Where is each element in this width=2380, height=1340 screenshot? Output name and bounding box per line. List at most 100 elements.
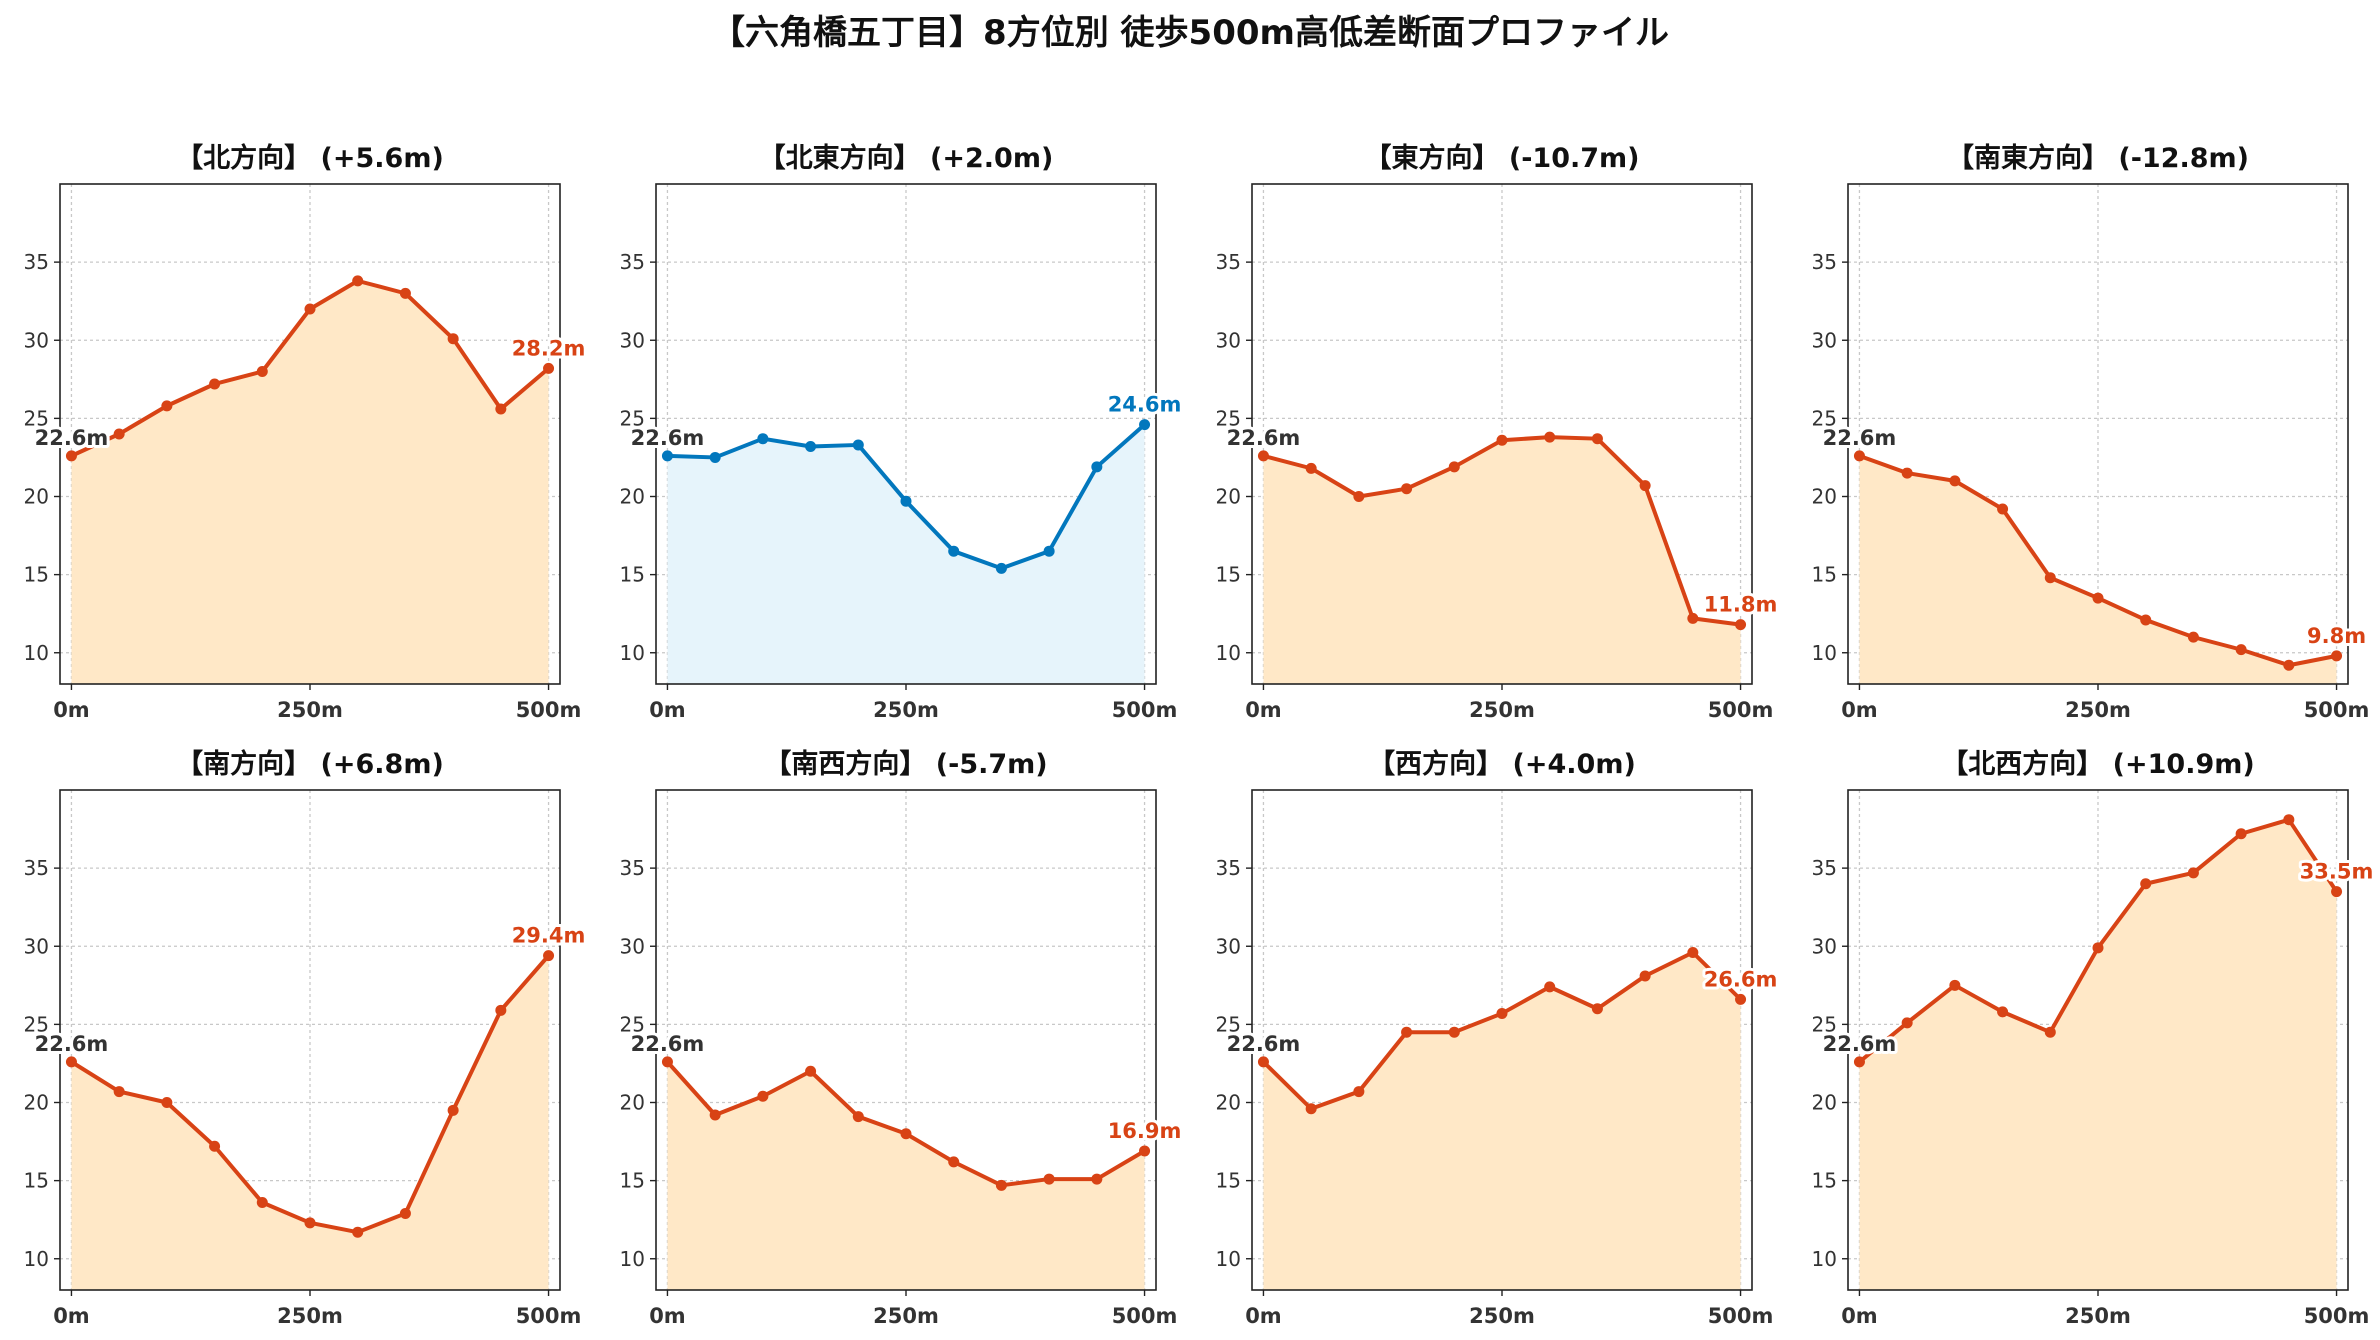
x-tick-label: 250m: [1469, 1304, 1535, 1328]
y-tick-label: 30: [24, 328, 49, 352]
y-tick-label: 25: [24, 1012, 49, 1036]
data-point: [1353, 1086, 1365, 1098]
x-tick-label: 500m: [1708, 1304, 1774, 1328]
data-point: [805, 441, 817, 452]
data-point: [1544, 431, 1556, 443]
y-tick-label: 30: [24, 934, 49, 958]
data-point: [1043, 545, 1055, 557]
data-point: [352, 275, 364, 287]
data-point: [1901, 467, 1913, 479]
y-tick-label: 30: [620, 328, 645, 352]
data-point: [1043, 1173, 1055, 1185]
x-tick-label: 0m: [53, 1304, 90, 1328]
data-point: [2044, 572, 2056, 584]
y-tick-label: 15: [1216, 1169, 1241, 1193]
data-point: [1853, 450, 1865, 462]
chart-panel: 【南方向】 (+6.8m) 10 15 20 25 30 35 0m 250m 500m 22.6m…: [24, 748, 589, 1328]
data-point: [1687, 947, 1699, 958]
end-elevation-label: 29.4m: [512, 924, 586, 948]
x-tick-label: 250m: [2065, 1304, 2131, 1328]
y-tick-label: 35: [1216, 250, 1241, 274]
x-tick-label: 250m: [2065, 698, 2131, 722]
data-point: [2187, 867, 2199, 879]
end-elevation-label: 11.8m: [1704, 593, 1778, 617]
data-point: [1448, 461, 1460, 473]
y-tick-label: 35: [620, 856, 645, 880]
chart-panel: 【北方向】 (+5.6m) 10 15 20 25 30 35 0m 250m 500m 22.6m…: [24, 142, 589, 722]
start-elevation-label: 22.6m: [1823, 426, 1897, 450]
y-tick-label: 10: [1216, 1247, 1241, 1271]
data-point: [2283, 814, 2295, 826]
data-point: [113, 428, 125, 440]
x-tick-label: 500m: [2304, 1304, 2370, 1328]
data-point: [543, 362, 555, 374]
data-point: [709, 451, 721, 463]
y-tick-label: 20: [24, 1091, 49, 1115]
chart-panel: 【北東方向】 (+2.0m) 10 15 20 25 30 35 0m 250m 500m 22.6…: [620, 142, 1185, 722]
x-tick-label: 500m: [516, 1304, 582, 1328]
data-point: [1305, 1103, 1317, 1115]
data-point: [900, 495, 912, 507]
y-tick-label: 25: [1216, 406, 1241, 430]
y-tick-label: 35: [24, 250, 49, 274]
y-tick-label: 35: [1812, 856, 1837, 880]
x-tick-label: 250m: [1469, 698, 1535, 722]
x-tick-label: 500m: [1112, 1304, 1178, 1328]
data-point: [2092, 592, 2104, 604]
profile-area: [71, 280, 549, 684]
panel-title: 【東方向】 (-10.7m): [1364, 142, 1639, 174]
data-point: [2140, 878, 2152, 890]
y-tick-label: 10: [24, 641, 49, 665]
start-elevation-label: 22.6m: [631, 1032, 705, 1056]
data-point: [2187, 631, 2199, 643]
x-tick-label: 250m: [873, 698, 939, 722]
chart-panel: 【南西方向】 (-5.7m) 10 15 20 25 30 35 0m 250m 500m 22.6…: [620, 748, 1185, 1328]
start-elevation-label: 22.6m: [35, 1032, 109, 1056]
x-tick-label: 250m: [873, 1304, 939, 1328]
data-point: [1496, 434, 1508, 446]
end-elevation-label: 9.8m: [2307, 624, 2366, 648]
data-point: [2044, 1026, 2056, 1038]
data-point: [1257, 1056, 1269, 1068]
data-point: [1639, 480, 1651, 492]
data-point: [757, 433, 769, 445]
data-point: [995, 562, 1007, 574]
end-elevation-label: 26.6m: [1704, 967, 1778, 991]
data-point: [1735, 993, 1747, 1005]
data-point: [2140, 614, 2152, 626]
chart-panel: 【南東方向】 (-12.8m) 10 15 20 25 30 35 0m 250m 500m 22.…: [1812, 142, 2370, 722]
data-point: [161, 1097, 173, 1108]
x-tick-label: 500m: [2304, 698, 2370, 722]
data-point: [1139, 419, 1151, 431]
y-tick-label: 10: [1216, 641, 1241, 665]
data-point: [256, 366, 268, 377]
data-point: [995, 1179, 1007, 1191]
data-point: [1901, 1017, 1913, 1029]
y-tick-label: 30: [1216, 934, 1241, 958]
y-tick-label: 20: [1216, 1091, 1241, 1115]
end-elevation-label: 24.6m: [1108, 393, 1182, 417]
data-point: [495, 1004, 507, 1016]
data-point: [2235, 644, 2247, 656]
data-point: [399, 287, 411, 299]
x-tick-label: 0m: [649, 1304, 686, 1328]
y-tick-label: 15: [620, 1169, 645, 1193]
y-tick-label: 25: [620, 406, 645, 430]
data-point: [1997, 503, 2009, 515]
end-elevation-label: 33.5m: [2300, 860, 2374, 884]
data-point: [209, 378, 221, 390]
figure-title: 【六角橋五丁目】8方位別 徒歩500m高低差断面プロファイル: [711, 13, 1669, 53]
y-tick-label: 15: [24, 563, 49, 587]
start-elevation-label: 22.6m: [35, 426, 109, 450]
data-point: [304, 1217, 316, 1229]
y-tick-label: 20: [1216, 485, 1241, 509]
data-point: [1353, 491, 1365, 502]
panel-title: 【南東方向】 (-12.8m): [1947, 142, 2249, 174]
start-elevation-label: 22.6m: [1227, 1032, 1301, 1056]
data-point: [1639, 970, 1651, 982]
y-tick-label: 25: [620, 1012, 645, 1036]
start-elevation-label: 22.6m: [1227, 426, 1301, 450]
panel-title: 【南西方向】 (-5.7m): [764, 748, 1047, 780]
